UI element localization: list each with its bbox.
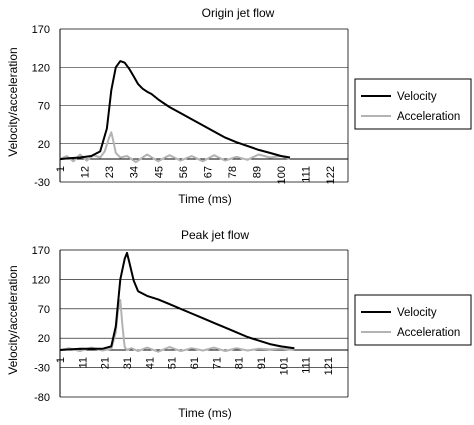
x-tick-label: 100 xyxy=(276,166,288,184)
data-series xyxy=(59,60,291,164)
x-axis-label: Time (ms) xyxy=(178,406,232,420)
x-tick-label: 41 xyxy=(144,357,156,369)
x-tick-label: 111 xyxy=(301,166,313,183)
y-axis-label: Velocity/acceleration xyxy=(6,47,20,156)
y-tick-label: -80 xyxy=(34,392,50,404)
x-tick-label: 1 xyxy=(55,166,67,172)
x-tick-label: 61 xyxy=(189,357,201,369)
acceleration-series-line xyxy=(59,299,295,353)
legend-label-acceleration: Acceleration xyxy=(397,111,460,123)
plot-area xyxy=(59,249,349,398)
legend-label-velocity: Velocity xyxy=(397,91,437,103)
y-tick-labels: 170 120 70 20 -30 xyxy=(32,24,50,189)
y-tick-labels: 170 120 70 20 -30 -80 xyxy=(32,245,50,404)
x-tick-label: 56 xyxy=(178,166,190,178)
y-tick-label: 20 xyxy=(38,139,50,151)
x-tick-label: 67 xyxy=(202,166,214,178)
velocity-series-line xyxy=(59,60,291,161)
origin-jet-flow-chart: Origin jet flow Velocity/acceleration Ti… xyxy=(6,6,472,206)
legend: Velocity Acceleration xyxy=(354,294,472,346)
x-tick-label: 122 xyxy=(325,166,337,184)
x-tick-label: 11 xyxy=(77,357,89,368)
x-tick-label: 21 xyxy=(100,357,112,369)
x-tick-label: 111 xyxy=(301,357,313,374)
x-tick-label: 71 xyxy=(211,357,223,369)
x-tick-label: 12 xyxy=(80,166,92,178)
x-tick-label: 1 xyxy=(55,357,67,363)
legend: Velocity Acceleration xyxy=(354,78,472,130)
x-axis-label: Time (ms) xyxy=(178,192,232,206)
chart-title: Peak jet flow xyxy=(181,228,249,242)
gridlines xyxy=(60,279,348,368)
x-tick-label: 121 xyxy=(323,357,335,375)
y-tick-label: 170 xyxy=(32,24,50,36)
y-axis-label: Velocity/acceleration xyxy=(6,265,20,374)
x-tick-label: 31 xyxy=(122,357,134,369)
gridlines xyxy=(60,66,348,145)
y-tick-label: 170 xyxy=(32,245,50,257)
y-tick-label: -30 xyxy=(34,177,50,189)
legend-box xyxy=(354,78,472,130)
y-tick-label: -30 xyxy=(34,363,50,375)
x-tick-label: 91 xyxy=(256,357,268,369)
legend-label-acceleration: Acceleration xyxy=(397,327,460,339)
y-tick-label: 70 xyxy=(38,101,50,113)
legend-label-velocity: Velocity xyxy=(397,307,437,319)
y-tick-label: 120 xyxy=(32,274,50,286)
y-tick-label: 120 xyxy=(32,62,50,74)
x-tick-label: 51 xyxy=(167,357,179,369)
x-tick-labels: 1 12 23 34 45 56 67 78 89 100 111 122 xyxy=(55,166,337,184)
x-tick-label: 34 xyxy=(129,166,141,178)
x-tick-label: 23 xyxy=(104,166,116,178)
x-tick-label: 78 xyxy=(227,166,239,178)
x-tick-label: 89 xyxy=(252,166,264,178)
y-tick-label: 70 xyxy=(38,304,50,316)
peak-jet-flow-chart: Peak jet flow Velocity/acceleration Time… xyxy=(6,228,472,420)
data-series xyxy=(59,251,295,353)
velocity-series-line xyxy=(59,251,295,351)
legend-box xyxy=(354,294,472,346)
plot-area xyxy=(59,28,349,183)
x-tick-labels: 1 11 21 31 41 51 61 71 81 91 101 111 121 xyxy=(55,357,335,375)
acceleration-series-line xyxy=(59,131,291,164)
y-tick-label: 20 xyxy=(38,333,50,345)
x-tick-label: 101 xyxy=(278,357,290,375)
x-tick-label: 81 xyxy=(234,357,246,369)
x-tick-label: 45 xyxy=(153,166,165,178)
chart-title: Origin jet flow xyxy=(202,6,275,20)
